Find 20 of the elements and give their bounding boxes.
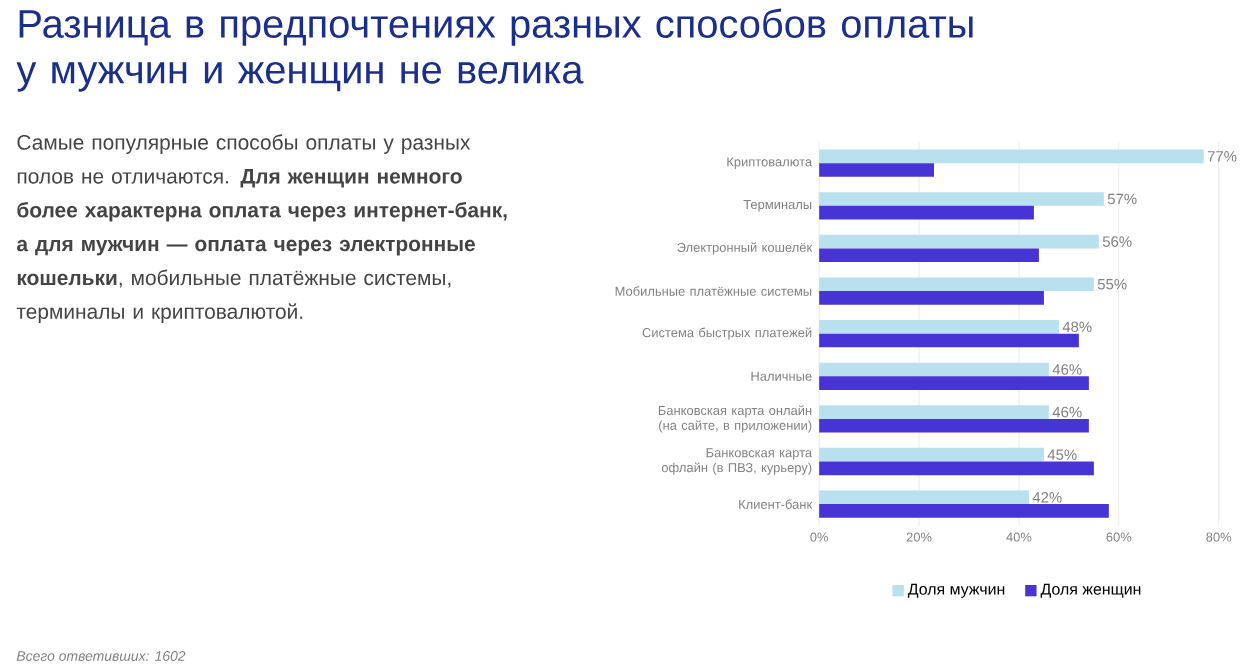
bar	[819, 333, 1079, 348]
bar	[819, 206, 1034, 220]
bar	[819, 376, 1089, 391]
text: Разница в предпочтениях разных способов оплаты у мужчин и женщин не велика	[16, 8, 973, 92]
bar	[819, 419, 1089, 433]
bar	[819, 490, 1029, 505]
bar	[819, 362, 1049, 377]
bar	[819, 277, 1094, 292]
bar	[819, 235, 1099, 249]
bar	[819, 291, 1044, 306]
text: Самые популярные способы оплаты у разных полов не отличаются. Для женщин немного более характерна оплата через интернет-банк, а для мужчин — оплата через электронные кошельки, мобильные платёжные системы, терминалы и криптовалютой.	[16, 134, 507, 324]
bar	[819, 448, 1044, 462]
bar	[819, 248, 1039, 263]
bar	[819, 320, 1059, 334]
bar	[819, 504, 1109, 519]
bar	[819, 192, 1104, 207]
bar	[819, 163, 935, 178]
bar	[819, 149, 1204, 164]
bar	[819, 405, 1049, 420]
bar	[819, 461, 1094, 476]
